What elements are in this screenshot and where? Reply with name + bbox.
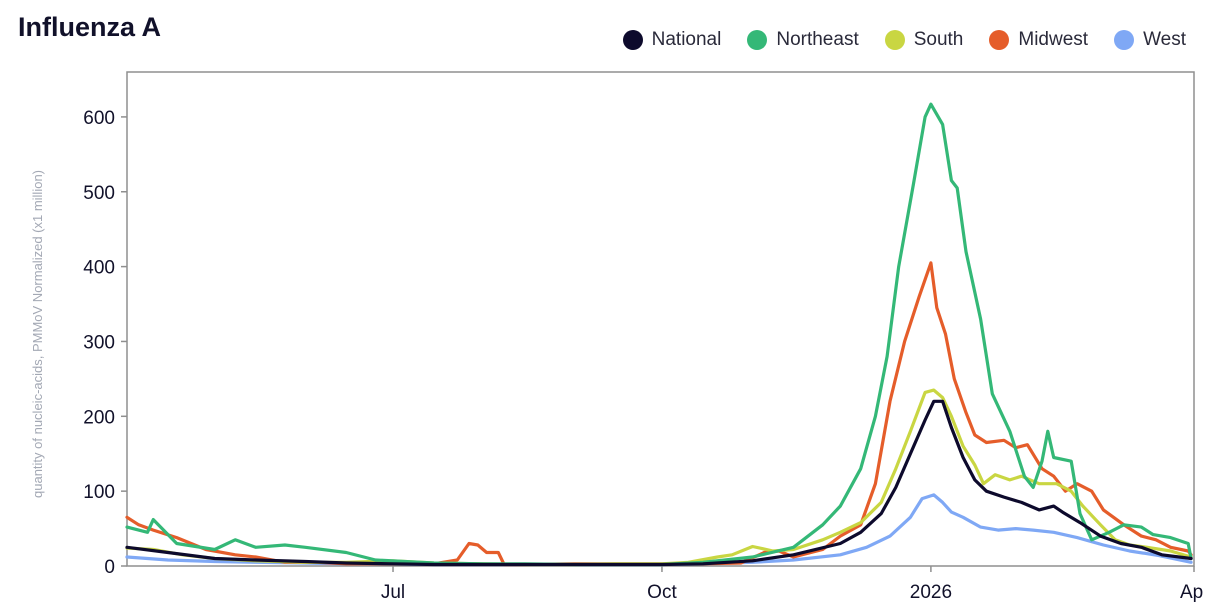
y-tick-label: 600 <box>83 108 115 129</box>
series-line-northeast <box>125 102 1193 567</box>
y-axis-label: quantity of nucleic-acids, PMMoV Normali… <box>30 170 45 498</box>
legend-label: South <box>913 29 964 50</box>
legend-item-northeast[interactable]: Northeast <box>747 29 859 51</box>
series-lines <box>125 102 1193 567</box>
legend-swatch <box>884 30 905 50</box>
legend-label: West <box>1143 29 1186 50</box>
legend-label: Midwest <box>1018 29 1089 50</box>
series-line-south <box>125 388 1193 567</box>
legend-item-south[interactable]: South <box>884 29 964 51</box>
x-tick-label: Oct <box>647 582 677 603</box>
x-axis: Jul Oct 2026 Ap <box>381 566 1203 603</box>
x-tick-label: 2026 <box>910 582 952 603</box>
chart-title: Influenza A <box>18 12 162 42</box>
legend-item-west[interactable]: West <box>1114 29 1186 51</box>
y-axis: 0 100 200 300 400 500 600 <box>83 108 127 578</box>
plot-area-frame <box>126 71 1195 567</box>
y-tick-label: 0 <box>104 557 115 578</box>
legend-label: Northeast <box>776 29 859 50</box>
y-tick-label: 100 <box>83 482 115 503</box>
legend-swatch <box>989 30 1010 50</box>
legend-item-national[interactable]: National <box>622 29 722 51</box>
legend-item-midwest[interactable]: Midwest <box>989 29 1088 51</box>
y-tick-label: 200 <box>83 407 115 428</box>
y-tick-label: 300 <box>83 332 115 353</box>
legend-swatch <box>1114 30 1135 50</box>
legend: National Northeast South Midwest West <box>622 29 1186 51</box>
series-line-national <box>125 399 1193 567</box>
x-tick-label: Ap <box>1180 582 1203 603</box>
x-tick-label: Jul <box>381 582 405 603</box>
y-tick-label: 500 <box>83 183 115 204</box>
series-line-midwest <box>125 261 1193 567</box>
legend-swatch <box>622 30 643 50</box>
legend-swatch <box>747 30 768 50</box>
y-tick-label: 400 <box>83 258 115 279</box>
legend-label: National <box>651 29 722 50</box>
